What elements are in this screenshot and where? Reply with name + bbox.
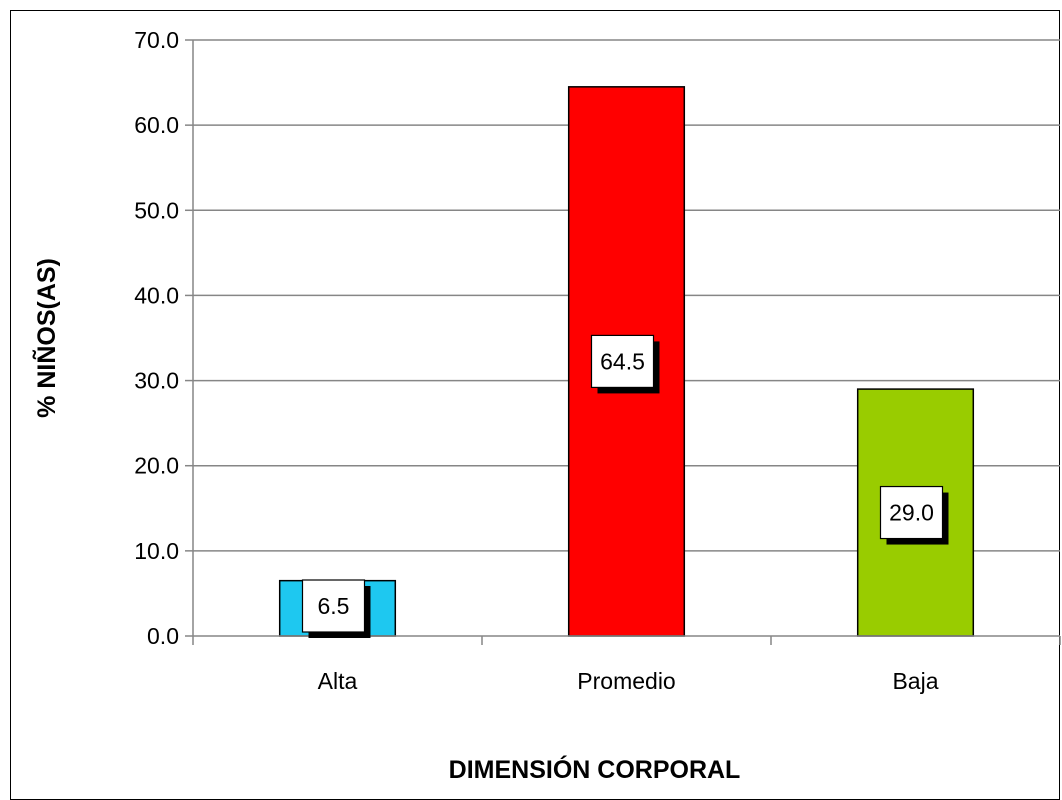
y-tick-label: 20.0 [134,453,179,479]
x-tick-label: Baja [892,668,938,694]
data-label-value: 29.0 [889,500,934,526]
y-tick-label: 40.0 [134,282,179,308]
y-tick-label: 50.0 [134,197,179,223]
data-label: 29.0 [879,485,949,545]
y-tick-labels: 0.0 10.0 20.0 30.0 40.0 50.0 60.0 70.0 [134,27,179,649]
y-tick-label: 0.0 [147,623,179,649]
x-axis-title: DIMENSIÓN CORPORAL [449,754,741,784]
y-axis-title: % NIÑOS(AS) [31,258,61,418]
data-label-value: 6.5 [318,593,350,619]
y-tick-label: 10.0 [134,538,179,564]
data-label: 64.5 [590,334,660,394]
y-tick-label: 60.0 [134,112,179,138]
x-tick-labels: Alta Promedio Baja [318,668,939,694]
data-label-box [590,334,655,389]
x-tick-label: Promedio [577,668,675,694]
data-label-value: 64.5 [600,348,645,374]
data-label-box [879,485,944,540]
data-label: 6.5 [301,579,371,638]
data-labels: 6.5 64.5 29.0 [301,334,949,638]
data-label-box [301,579,366,633]
y-tick-label: 70.0 [134,27,179,53]
x-tick-label: Alta [318,668,358,694]
y-tick-label: 30.0 [134,368,179,394]
